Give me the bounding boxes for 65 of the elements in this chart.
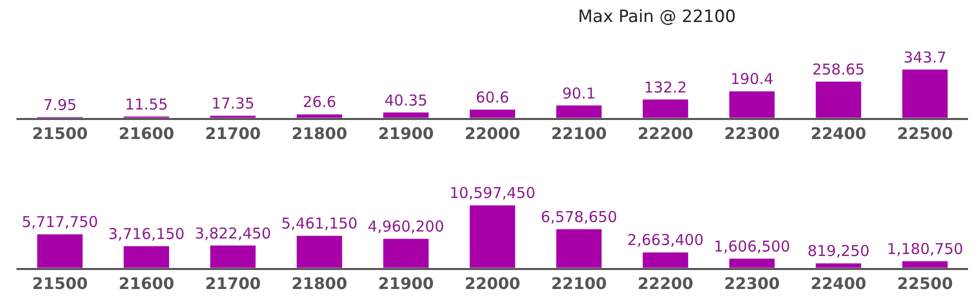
data-label: 258.65 bbox=[812, 60, 865, 78]
data-label: 343.7 bbox=[904, 48, 946, 66]
data-label: 1,606,500 bbox=[714, 237, 790, 256]
bar bbox=[815, 262, 862, 268]
x-tick-label: 22200 bbox=[638, 274, 694, 294]
bar bbox=[36, 234, 84, 268]
x-tick-label: 22100 bbox=[551, 124, 607, 144]
data-label: 4,960,200 bbox=[368, 218, 444, 236]
x-tick-label: 21800 bbox=[292, 274, 348, 294]
x-tick-label: 22100 bbox=[551, 274, 607, 294]
data-label: 7.95 bbox=[43, 96, 77, 114]
chart-title: Max Pain @ 22100 bbox=[578, 7, 736, 27]
bar bbox=[210, 115, 256, 118]
x-tick-label: 21700 bbox=[205, 124, 261, 144]
x-tick-label: 22000 bbox=[464, 124, 520, 144]
bar bbox=[382, 238, 430, 268]
bar bbox=[902, 69, 948, 118]
x-tick-label: 22400 bbox=[810, 274, 866, 294]
x-tick-label: 22000 bbox=[464, 274, 520, 294]
bar bbox=[728, 90, 776, 118]
data-label: 60.6 bbox=[476, 88, 510, 106]
x-tick-label: 21800 bbox=[292, 124, 348, 144]
data-label: 17.35 bbox=[211, 94, 254, 113]
x-tick-label: 21500 bbox=[32, 274, 88, 294]
bar bbox=[815, 81, 862, 118]
data-label: 26.6 bbox=[302, 93, 336, 112]
x-tick-label: 21900 bbox=[378, 124, 434, 144]
x-tick-label: 21600 bbox=[118, 274, 174, 294]
x-tick-label: 22200 bbox=[638, 124, 694, 144]
x-tick-label: 21900 bbox=[378, 274, 434, 294]
data-label: 10,597,450 bbox=[450, 184, 536, 202]
bar bbox=[382, 112, 430, 118]
bar bbox=[296, 114, 343, 118]
x-tick-label: 22300 bbox=[724, 274, 780, 294]
bar bbox=[728, 258, 776, 268]
x-tick-label: 22300 bbox=[724, 124, 780, 144]
data-label: 11.55 bbox=[124, 95, 168, 114]
x-tick-label: 21500 bbox=[32, 124, 88, 144]
bar bbox=[556, 228, 602, 268]
data-label: 819,250 bbox=[807, 242, 870, 260]
data-label: 3,822,450 bbox=[194, 224, 272, 242]
bar bbox=[296, 235, 343, 268]
bar bbox=[469, 109, 516, 118]
data-label: 3,716,150 bbox=[108, 224, 185, 243]
bar bbox=[642, 99, 689, 118]
data-label: 5,461,150 bbox=[281, 214, 358, 233]
data-label: 1,180,750 bbox=[886, 240, 964, 258]
x-tick-label: 21700 bbox=[205, 274, 261, 294]
data-label: 2,663,400 bbox=[627, 231, 704, 250]
x-tick-label: 22400 bbox=[810, 124, 866, 144]
data-label: 132.2 bbox=[644, 78, 687, 96]
data-label: 190.4 bbox=[730, 70, 774, 88]
data-label: 6,578,650 bbox=[540, 208, 618, 226]
x-tick-label: 21600 bbox=[118, 124, 174, 144]
bar bbox=[469, 204, 516, 268]
x-tick-label: 22500 bbox=[897, 124, 953, 144]
data-label: 5,717,750 bbox=[22, 213, 98, 232]
bar bbox=[123, 246, 170, 268]
bar bbox=[902, 260, 948, 268]
bar bbox=[210, 245, 256, 268]
x-tick-label: 22500 bbox=[897, 274, 953, 294]
bar bbox=[642, 252, 689, 268]
bar bbox=[556, 105, 602, 118]
data-label: 40.35 bbox=[384, 91, 428, 110]
data-label: 90.1 bbox=[562, 84, 596, 102]
